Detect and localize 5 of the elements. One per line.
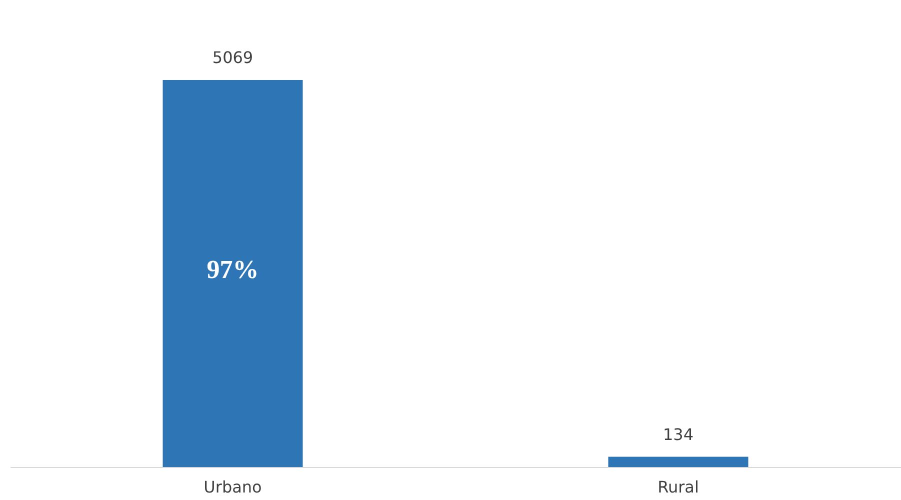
x-tick-label: Rural [658,478,699,496]
annotation: 97% [206,255,259,284]
x-tick-label: Urbano [204,478,262,496]
data-label: 134 [662,424,694,444]
data-label: 5069 [212,48,254,67]
